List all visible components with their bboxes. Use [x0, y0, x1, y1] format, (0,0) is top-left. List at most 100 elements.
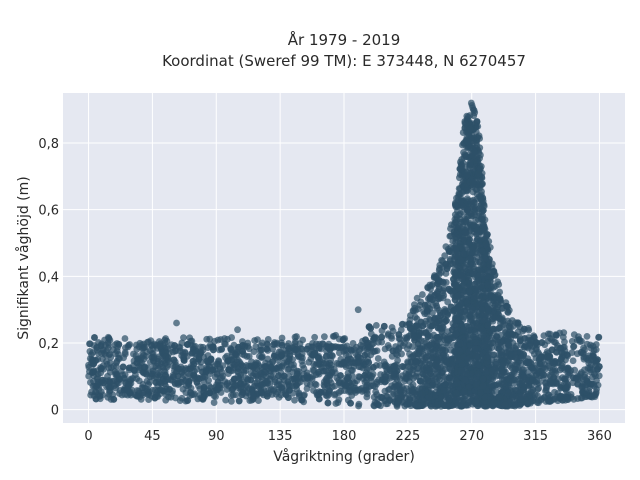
scatter-point — [225, 366, 233, 374]
scatter-point — [135, 366, 143, 374]
scatter-point — [382, 362, 390, 370]
scatter-point — [311, 350, 319, 357]
scatter-point — [171, 342, 179, 349]
scatter-point — [558, 348, 566, 356]
scatter-point — [457, 300, 465, 308]
scatter-point — [433, 304, 441, 312]
scatter-point — [500, 379, 508, 387]
x-axis-label: Vågriktning (grader) — [273, 448, 415, 465]
scatter-point — [468, 212, 475, 220]
scatter-point — [279, 385, 286, 393]
scatter-point — [139, 389, 147, 397]
scatter-point — [497, 348, 505, 356]
scatter-point — [452, 281, 460, 289]
scatter-point — [410, 333, 418, 341]
scatter-point — [415, 402, 423, 410]
x-tick-label: 45 — [144, 429, 161, 444]
scatter-point — [312, 340, 320, 348]
scatter-point — [257, 342, 265, 350]
scatter-point — [250, 392, 257, 400]
scatter-point — [562, 384, 570, 392]
scatter-point — [198, 368, 206, 376]
y-tick-label: 0,4 — [38, 270, 59, 285]
scatter-point — [477, 389, 484, 396]
scatter-point — [476, 265, 484, 273]
scatter-point — [477, 282, 485, 290]
scatter-point — [442, 243, 450, 251]
scatter-point — [368, 372, 376, 380]
scatter-point — [363, 387, 371, 395]
scatter-point — [196, 350, 204, 358]
scatter-point — [421, 301, 429, 309]
scatter-point — [141, 363, 149, 371]
scatter-point — [471, 328, 479, 336]
scatter-point — [480, 316, 488, 324]
scatter-point — [430, 336, 438, 344]
scatter-point — [378, 333, 386, 341]
scatter-point — [451, 211, 459, 219]
scatter-point — [429, 280, 437, 288]
scatter-point — [235, 368, 242, 376]
scatter-point — [419, 322, 427, 330]
scatter-point — [517, 354, 525, 362]
scatter-point — [352, 350, 359, 357]
scatter-point — [561, 375, 568, 383]
scatter-point — [475, 169, 482, 177]
scatter-point — [399, 372, 406, 380]
scatter-point — [404, 359, 412, 367]
scatter-point — [106, 359, 114, 367]
scatter-point — [472, 381, 480, 388]
scatter-point — [561, 338, 568, 346]
scatter-point — [418, 396, 426, 404]
scatter-point — [187, 389, 194, 396]
scatter-point — [435, 277, 443, 284]
scatter-point — [489, 325, 497, 333]
scatter-point — [433, 318, 441, 326]
scatter-point — [475, 272, 483, 280]
scatter-point — [465, 347, 473, 355]
scatter-point — [199, 395, 206, 403]
scatter-point — [560, 329, 568, 337]
scatter-point — [428, 354, 436, 362]
scatter-point — [509, 331, 517, 338]
scatter-point — [354, 387, 362, 394]
scatter-point — [557, 356, 565, 363]
scatter-point — [453, 379, 461, 387]
scatter-point — [442, 260, 450, 268]
scatter-point — [399, 320, 407, 328]
scatter-point — [472, 258, 480, 265]
scatter-point — [452, 246, 460, 254]
scatter-point — [517, 395, 525, 403]
scatter-point — [213, 369, 221, 377]
scatter-point — [442, 353, 450, 360]
scatter-point — [454, 316, 461, 324]
scatter-point — [193, 365, 201, 373]
scatter-point — [135, 377, 143, 385]
scatter-point — [463, 171, 471, 179]
scatter-point — [471, 148, 479, 156]
scatter-point — [452, 269, 460, 277]
scatter-point — [481, 393, 488, 401]
scatter-point — [385, 344, 393, 352]
scatter-point — [85, 361, 92, 369]
x-tick-label: 270 — [459, 429, 484, 444]
scatter-point — [446, 365, 454, 373]
scatter-point — [335, 360, 343, 368]
scatter-point — [311, 380, 319, 388]
scatter-point — [365, 365, 373, 373]
scatter-point — [463, 206, 471, 214]
scatter-point — [253, 371, 261, 379]
scatter-point — [130, 350, 137, 358]
scatter-point — [528, 364, 536, 372]
scatter-point — [136, 359, 144, 367]
scatter-point — [429, 381, 437, 389]
scatter-point — [495, 393, 503, 401]
scatter-point — [291, 396, 298, 404]
scatter-point — [595, 333, 603, 341]
scatter-point — [461, 151, 469, 159]
scatter-point — [390, 371, 398, 378]
scatter-point — [537, 354, 545, 361]
scatter-point — [119, 371, 127, 379]
scatter-point — [116, 387, 124, 394]
scatter-point — [409, 381, 417, 389]
